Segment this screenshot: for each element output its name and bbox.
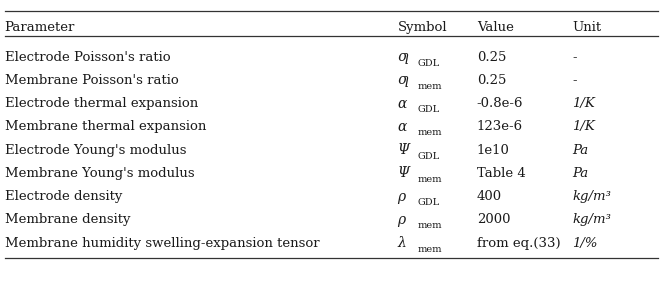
Text: 0.25: 0.25	[477, 51, 506, 64]
Text: Electrode Young's modulus: Electrode Young's modulus	[5, 144, 186, 157]
Text: GDL: GDL	[417, 105, 440, 114]
Text: 1/K: 1/K	[572, 97, 595, 110]
Text: 0.25: 0.25	[477, 74, 506, 87]
Text: ρ: ρ	[398, 213, 406, 227]
Text: Value: Value	[477, 21, 514, 34]
Text: Ψ: Ψ	[398, 166, 410, 180]
Text: from eq.(33): from eq.(33)	[477, 237, 560, 250]
Text: α: α	[398, 120, 407, 134]
Text: kg/m³: kg/m³	[572, 213, 611, 227]
Text: Membrane Young's modulus: Membrane Young's modulus	[5, 167, 194, 180]
Text: mem: mem	[417, 221, 442, 230]
Text: Unit: Unit	[572, 21, 601, 34]
Text: 1/K: 1/K	[572, 121, 595, 133]
Text: -: -	[572, 51, 577, 64]
Text: GDL: GDL	[417, 152, 440, 160]
Text: mem: mem	[417, 245, 442, 254]
Text: 2000: 2000	[477, 213, 511, 227]
Text: GDL: GDL	[417, 198, 440, 207]
Text: mem: mem	[417, 128, 442, 137]
Text: ρ: ρ	[398, 190, 406, 204]
Text: Membrane humidity swelling-expansion tensor: Membrane humidity swelling-expansion ten…	[5, 237, 320, 250]
Text: Pa: Pa	[572, 144, 589, 157]
Text: 1/%: 1/%	[572, 237, 598, 250]
Text: Pa: Pa	[572, 167, 589, 180]
Text: Symbol: Symbol	[398, 21, 447, 34]
Text: ƣ: ƣ	[398, 74, 409, 87]
Text: λ: λ	[398, 236, 406, 250]
Text: Electrode Poisson's ratio: Electrode Poisson's ratio	[5, 51, 170, 64]
Text: Electrode thermal expansion: Electrode thermal expansion	[5, 97, 198, 110]
Text: ƣ: ƣ	[398, 50, 409, 64]
Text: -0.8e-6: -0.8e-6	[477, 97, 523, 110]
Text: Membrane density: Membrane density	[5, 213, 130, 227]
Text: Ψ: Ψ	[398, 143, 410, 157]
Text: Membrane Poisson's ratio: Membrane Poisson's ratio	[5, 74, 178, 87]
Text: 400: 400	[477, 190, 502, 203]
Text: GDL: GDL	[417, 58, 440, 68]
Text: α: α	[398, 97, 407, 111]
Text: Parameter: Parameter	[5, 21, 75, 34]
Text: mem: mem	[417, 82, 442, 91]
Text: -: -	[572, 74, 577, 87]
Text: 1e10: 1e10	[477, 144, 510, 157]
Text: kg/m³: kg/m³	[572, 190, 611, 203]
Text: mem: mem	[417, 175, 442, 184]
Text: Electrode density: Electrode density	[5, 190, 122, 203]
Text: Membrane thermal expansion: Membrane thermal expansion	[5, 121, 206, 133]
Text: Table 4: Table 4	[477, 167, 526, 180]
Text: 123e-6: 123e-6	[477, 121, 523, 133]
